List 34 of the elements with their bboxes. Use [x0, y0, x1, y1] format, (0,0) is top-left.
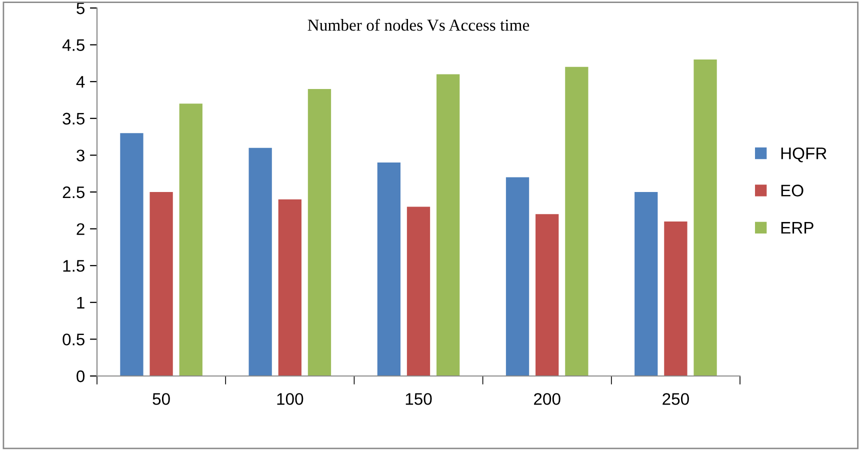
bar [436, 74, 460, 376]
bar [536, 214, 559, 376]
bar [278, 199, 302, 376]
text: Number of nodes Vs Access time [308, 18, 530, 31]
y-tick-label: 2.5 [62, 186, 84, 198]
y-tick-label: 1.5 [63, 260, 84, 272]
bar [308, 88, 332, 376]
legend-label: ERP [781, 222, 814, 234]
x-tick-label: 100 [277, 393, 304, 405]
bar [248, 148, 272, 376]
bar [120, 133, 144, 376]
y-tick-label: 0 [76, 370, 85, 382]
bar [694, 60, 717, 376]
bar [406, 206, 430, 376]
legend-label: HQFR [781, 147, 826, 162]
bar [664, 221, 688, 376]
y-tick-label: 2 [76, 223, 84, 235]
bar [565, 66, 588, 376]
bar [506, 177, 530, 376]
y-tick-label: 3.5 [62, 112, 84, 125]
y-tick-label: 4 [76, 76, 85, 88]
bar [634, 192, 658, 376]
bar [150, 192, 173, 376]
y-tick-label: 4.5 [62, 39, 84, 52]
x-tick-label: 150 [406, 393, 432, 405]
x-tick-label: 250 [662, 393, 689, 405]
legend-label: EO [781, 184, 804, 196]
y-tick-label: 1 [77, 296, 84, 308]
x-tick-label: 200 [534, 393, 560, 405]
bar [377, 162, 400, 376]
bar [179, 104, 202, 376]
y-tick-label: 0.5 [62, 334, 84, 346]
y-tick-label: 3 [76, 150, 84, 162]
x-tick-label: 50 [152, 393, 170, 405]
